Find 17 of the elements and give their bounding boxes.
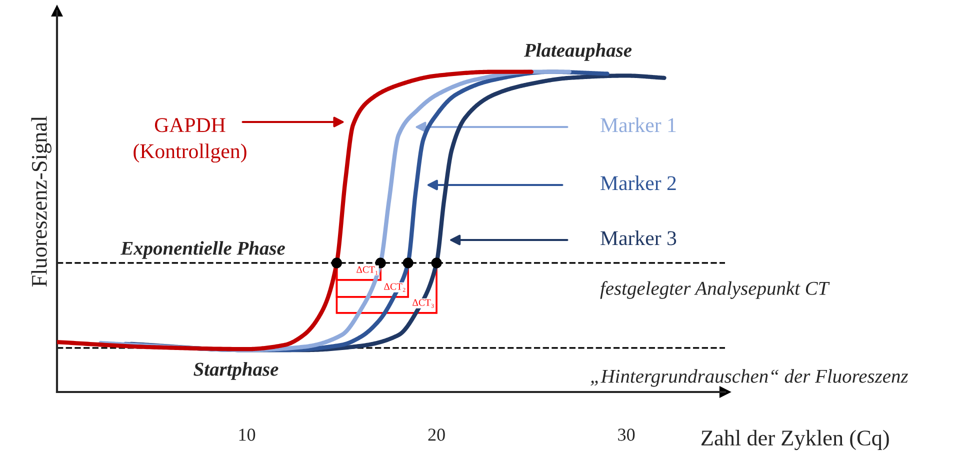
ref-line-label: „Hintergrundrauschen“ der Fluoreszenz xyxy=(590,369,908,387)
x-axis-title: Zahl der Zyklen (Cq) xyxy=(701,430,889,450)
x-tick-label: 30 xyxy=(618,428,635,441)
ref-line-label: festgelegter Analysepunkt CT xyxy=(600,281,830,299)
text: Marker 3 xyxy=(600,230,676,246)
x-tick-label: 20 xyxy=(428,428,445,441)
annotation: ΔCT₃ xyxy=(412,299,434,308)
x-tick-label: 10 xyxy=(239,428,256,441)
annotation: Exponentielle Phase xyxy=(120,241,285,259)
y-axis-title: Fluoreszenz-Signal xyxy=(31,116,52,287)
text: Plateauphase xyxy=(524,43,632,61)
legend-label: GAPDH (Kontrollgen) xyxy=(134,118,246,163)
text: Marker 1 xyxy=(600,118,676,132)
annotation: ΔCT₂ xyxy=(384,283,406,292)
annotation: Startphase xyxy=(194,362,278,380)
text: Marker 2 xyxy=(600,176,676,190)
annotation: ΔCT₁ xyxy=(356,266,378,275)
